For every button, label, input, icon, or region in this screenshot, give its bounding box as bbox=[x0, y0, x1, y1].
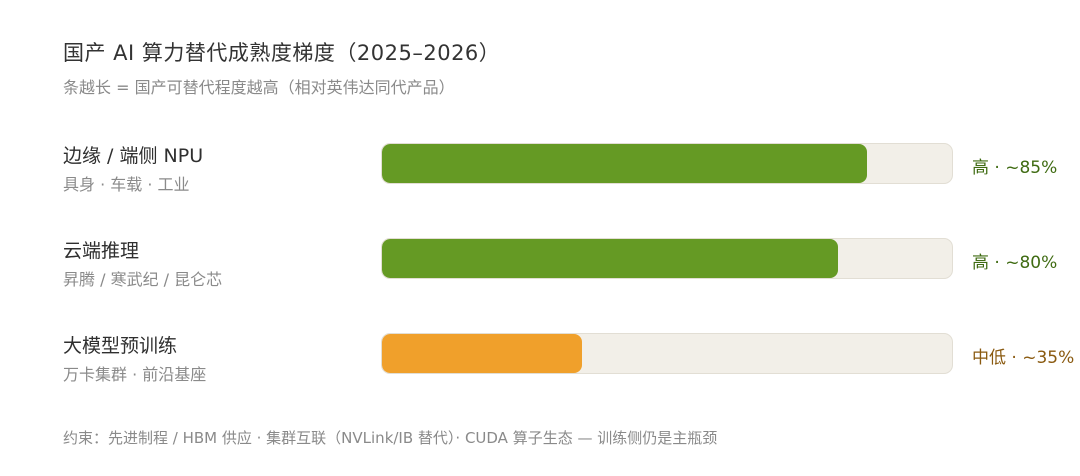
bar-track bbox=[381, 238, 953, 279]
bar-fill bbox=[382, 239, 838, 278]
footnote: 约束：先进制程 / HBM 供应 · 集群互联（NVLink/IB 替代）· C… bbox=[63, 429, 718, 447]
bar-row-cloud-inference: 云端推理 昇腾 / 寒武纪 / 昆仑芯 高 · ~80% bbox=[0, 236, 1080, 306]
category-label: 云端推理 bbox=[63, 240, 140, 262]
bar-track bbox=[381, 333, 953, 374]
category-label: 边缘 / 端侧 NPU bbox=[63, 145, 204, 167]
value-label: 高 · ~85% bbox=[972, 158, 1058, 178]
category-sublabel: 昇腾 / 寒武纪 / 昆仑芯 bbox=[63, 270, 223, 289]
bar-row-edge-npu: 边缘 / 端侧 NPU 具身 · 车载 · 工业 高 · ~85% bbox=[0, 141, 1080, 211]
category-sublabel: 万卡集群 · 前沿基座 bbox=[63, 365, 207, 384]
chart-title: 国产 AI 算力替代成熟度梯度（2025–2026） bbox=[63, 41, 501, 65]
value-label: 中低 · ~35% bbox=[972, 348, 1075, 368]
category-sublabel: 具身 · 车载 · 工业 bbox=[63, 175, 190, 194]
bar-track bbox=[381, 143, 953, 184]
bar-fill bbox=[382, 144, 867, 183]
category-label: 大模型预训练 bbox=[63, 335, 178, 357]
bar-fill bbox=[382, 334, 582, 373]
bar-row-pretraining: 大模型预训练 万卡集群 · 前沿基座 中低 · ~35% bbox=[0, 331, 1080, 401]
value-label: 高 · ~80% bbox=[972, 253, 1058, 273]
chart-subtitle: 条越长 = 国产可替代程度越高（相对英伟达同代产品） bbox=[63, 78, 455, 97]
